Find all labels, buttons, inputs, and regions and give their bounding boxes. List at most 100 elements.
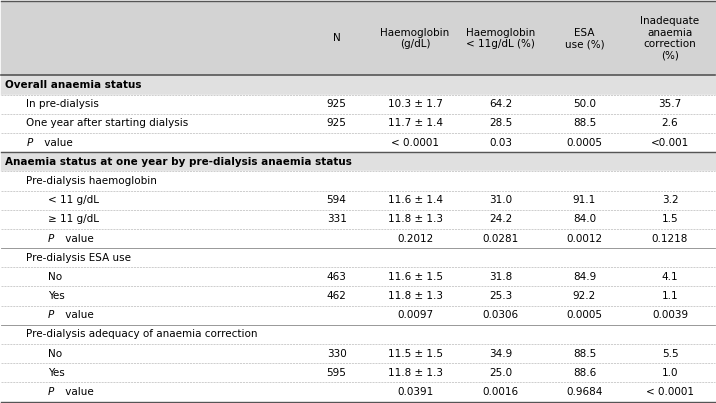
- Text: <0.001: <0.001: [651, 137, 690, 147]
- Text: 31.8: 31.8: [489, 272, 512, 282]
- Text: In pre-dialysis: In pre-dialysis: [26, 99, 100, 109]
- Text: P: P: [48, 387, 54, 397]
- Bar: [1, 75, 715, 95]
- Text: value: value: [41, 137, 72, 147]
- Text: 1.5: 1.5: [662, 214, 678, 224]
- Bar: [1, 305, 715, 325]
- Text: Overall anaemia status: Overall anaemia status: [5, 80, 142, 90]
- Bar: [1, 1, 715, 75]
- Text: 595: 595: [326, 368, 347, 378]
- Text: Pre-dialysis haemoglobin: Pre-dialysis haemoglobin: [26, 176, 158, 186]
- Text: 91.1: 91.1: [573, 195, 596, 205]
- Bar: [1, 229, 715, 248]
- Text: 0.0306: 0.0306: [483, 310, 518, 320]
- Bar: [1, 287, 715, 305]
- Text: 0.9684: 0.9684: [566, 387, 603, 397]
- Text: 84.0: 84.0: [573, 214, 596, 224]
- Text: 25.0: 25.0: [489, 368, 512, 378]
- Bar: [1, 95, 715, 114]
- Text: 0.0005: 0.0005: [566, 310, 602, 320]
- Text: P: P: [48, 310, 54, 320]
- Text: 88.6: 88.6: [573, 368, 596, 378]
- Bar: [1, 210, 715, 229]
- Text: < 0.0001: < 0.0001: [391, 137, 439, 147]
- Text: 0.2012: 0.2012: [397, 233, 433, 243]
- Text: 3.2: 3.2: [662, 195, 678, 205]
- Text: 10.3 ± 1.7: 10.3 ± 1.7: [387, 99, 442, 109]
- Bar: [1, 152, 715, 171]
- Bar: [1, 191, 715, 210]
- Text: 0.0005: 0.0005: [566, 137, 602, 147]
- Text: One year after starting dialysis: One year after starting dialysis: [26, 118, 188, 129]
- Text: 331: 331: [326, 214, 347, 224]
- Text: 35.7: 35.7: [659, 99, 682, 109]
- Text: 2.6: 2.6: [662, 118, 678, 129]
- Text: 0.0391: 0.0391: [397, 387, 433, 397]
- Text: ≥ 11 g/dL: ≥ 11 g/dL: [48, 214, 99, 224]
- Text: Anaemia status at one year by pre-dialysis anaemia status: Anaemia status at one year by pre-dialys…: [5, 157, 352, 167]
- Bar: [1, 344, 715, 363]
- Text: 0.0097: 0.0097: [397, 310, 433, 320]
- Text: 11.5 ± 1.5: 11.5 ± 1.5: [387, 349, 442, 359]
- Text: 88.5: 88.5: [573, 118, 596, 129]
- Text: 330: 330: [326, 349, 347, 359]
- Text: 0.0281: 0.0281: [483, 233, 519, 243]
- Text: 0.0012: 0.0012: [566, 233, 602, 243]
- Text: 11.8 ± 1.3: 11.8 ± 1.3: [387, 214, 442, 224]
- Text: No: No: [48, 349, 62, 359]
- Text: 31.0: 31.0: [489, 195, 512, 205]
- Text: Inadequate
anaemia
correction
(%): Inadequate anaemia correction (%): [641, 16, 700, 61]
- Text: 11.8 ± 1.3: 11.8 ± 1.3: [387, 291, 442, 301]
- Text: 50.0: 50.0: [573, 99, 596, 109]
- Text: 462: 462: [326, 291, 347, 301]
- Text: 1.1: 1.1: [662, 291, 678, 301]
- Bar: [1, 171, 715, 191]
- Text: P: P: [48, 233, 54, 243]
- Text: Pre-dialysis adequacy of anaemia correction: Pre-dialysis adequacy of anaemia correct…: [26, 330, 258, 339]
- Text: 25.3: 25.3: [489, 291, 512, 301]
- Bar: [1, 363, 715, 382]
- Text: Haemoglobin
< 11g/dL (%): Haemoglobin < 11g/dL (%): [466, 28, 536, 49]
- Bar: [1, 325, 715, 344]
- Bar: [1, 133, 715, 152]
- Text: 92.2: 92.2: [573, 291, 596, 301]
- Text: value: value: [62, 387, 94, 397]
- Text: 594: 594: [326, 195, 347, 205]
- Text: < 11 g/dL: < 11 g/dL: [48, 195, 99, 205]
- Text: 5.5: 5.5: [662, 349, 678, 359]
- Text: 34.9: 34.9: [489, 349, 512, 359]
- Text: ESA
use (%): ESA use (%): [565, 28, 604, 49]
- Bar: [1, 267, 715, 287]
- Text: 28.5: 28.5: [489, 118, 512, 129]
- Text: value: value: [62, 233, 94, 243]
- Text: 925: 925: [326, 99, 347, 109]
- Bar: [1, 114, 715, 133]
- Text: 11.6 ± 1.4: 11.6 ± 1.4: [387, 195, 442, 205]
- Text: 0.03: 0.03: [489, 137, 512, 147]
- Text: N: N: [333, 33, 341, 44]
- Text: 24.2: 24.2: [489, 214, 512, 224]
- Text: 4.1: 4.1: [662, 272, 678, 282]
- Text: P: P: [26, 137, 33, 147]
- Text: 925: 925: [326, 118, 347, 129]
- Text: 11.6 ± 1.5: 11.6 ± 1.5: [387, 272, 442, 282]
- Text: 84.9: 84.9: [573, 272, 596, 282]
- Text: < 0.0001: < 0.0001: [646, 387, 694, 397]
- Text: 0.0016: 0.0016: [483, 387, 518, 397]
- Text: 11.7 ± 1.4: 11.7 ± 1.4: [387, 118, 442, 129]
- Text: Yes: Yes: [48, 291, 64, 301]
- Text: 463: 463: [326, 272, 347, 282]
- Text: Haemoglobin
(g/dL): Haemoglobin (g/dL): [380, 28, 450, 49]
- Text: 11.8 ± 1.3: 11.8 ± 1.3: [387, 368, 442, 378]
- Text: No: No: [48, 272, 62, 282]
- Text: value: value: [62, 310, 94, 320]
- Text: 0.0039: 0.0039: [652, 310, 688, 320]
- Text: 1.0: 1.0: [662, 368, 678, 378]
- Bar: [1, 248, 715, 267]
- Bar: [1, 382, 715, 402]
- Text: 0.1218: 0.1218: [652, 233, 688, 243]
- Text: 88.5: 88.5: [573, 349, 596, 359]
- Text: Pre-dialysis ESA use: Pre-dialysis ESA use: [26, 253, 131, 263]
- Text: Yes: Yes: [48, 368, 64, 378]
- Text: 64.2: 64.2: [489, 99, 512, 109]
